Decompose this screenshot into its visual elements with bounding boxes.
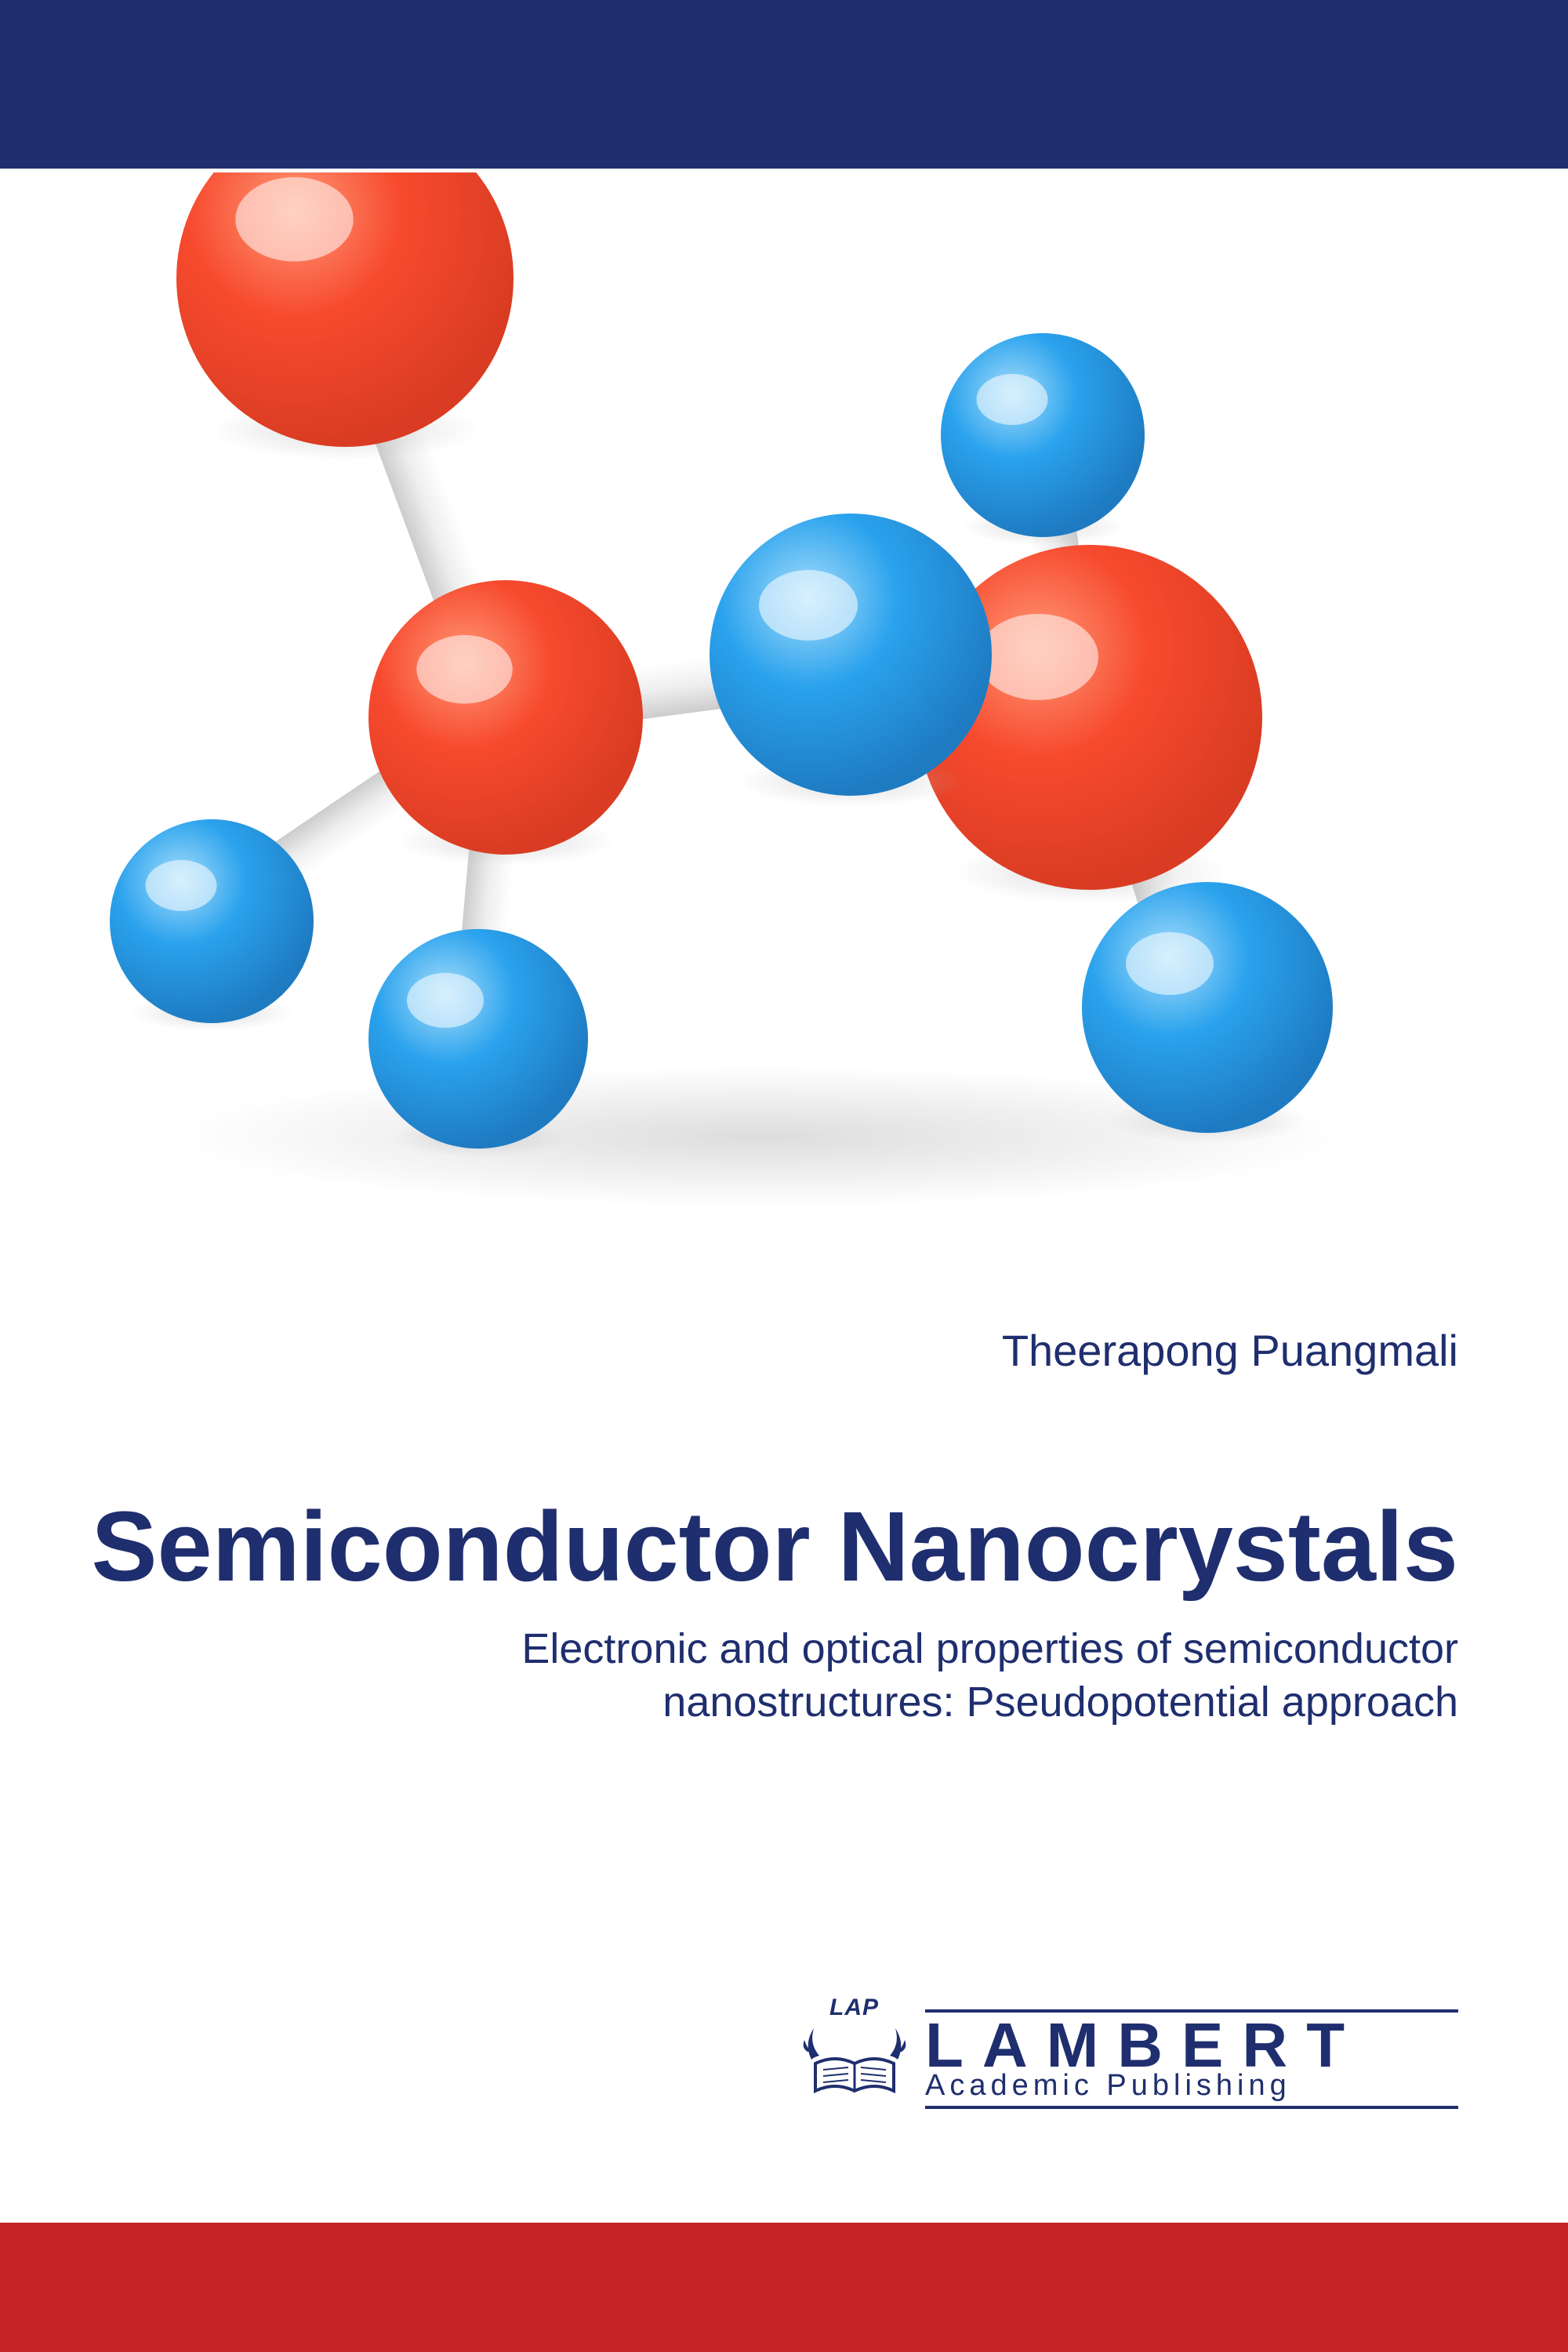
logo-text: LAMBERT Academic Publishing [925,2009,1458,2109]
logo-book-icon: LAP [800,2016,909,2103]
bottom-bar [0,2223,1568,2352]
logo-sub-text: Academic Publishing [925,2069,1458,2109]
logo-main-text: LAMBERT [925,2017,1458,2074]
book-subtitle: Electronic and optical properties of sem… [521,1623,1458,1729]
molecule-illustration [55,172,1388,1231]
author-name: Theerapong Puangmali [1002,1325,1458,1376]
top-bar [0,0,1568,169]
subtitle-line2: nanostructures: Pseudopotential approach [662,1679,1458,1726]
logo-badge: LAP [829,1994,879,2021]
book-title: Semiconductor Nanocrystals [91,1490,1458,1603]
subtitle-line1: Electronic and optical properties of sem… [521,1625,1458,1672]
publisher-logo: LAP LAMBERT Academic Publishing [800,2009,1458,2109]
